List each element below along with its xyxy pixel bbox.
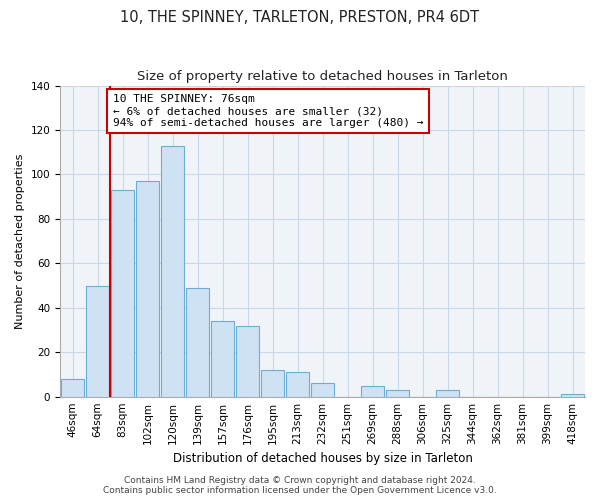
Bar (186, 288, 209, 397)
Bar (361, 386, 384, 396)
X-axis label: Distribution of detached houses by size in Tarleton: Distribution of detached houses by size … (173, 452, 472, 465)
Bar (61, 379, 84, 396)
Title: Size of property relative to detached houses in Tarleton: Size of property relative to detached ho… (137, 70, 508, 83)
Text: 10 THE SPINNEY: 76sqm
← 6% of detached houses are smaller (32)
94% of semi-detac: 10 THE SPINNEY: 76sqm ← 6% of detached h… (113, 94, 423, 128)
Bar (111, 190, 134, 396)
Bar (436, 390, 459, 396)
Bar (236, 326, 259, 396)
Bar (86, 286, 109, 397)
Bar (261, 370, 284, 396)
Text: Contains HM Land Registry data © Crown copyright and database right 2024.
Contai: Contains HM Land Registry data © Crown c… (103, 476, 497, 495)
Bar (311, 384, 334, 396)
Bar (561, 394, 584, 396)
Bar (136, 181, 159, 396)
Bar (161, 146, 184, 396)
Bar (386, 390, 409, 396)
Bar (286, 372, 309, 396)
Bar (211, 321, 234, 396)
Y-axis label: Number of detached properties: Number of detached properties (15, 154, 25, 329)
Text: 10, THE SPINNEY, TARLETON, PRESTON, PR4 6DT: 10, THE SPINNEY, TARLETON, PRESTON, PR4 … (121, 10, 479, 25)
